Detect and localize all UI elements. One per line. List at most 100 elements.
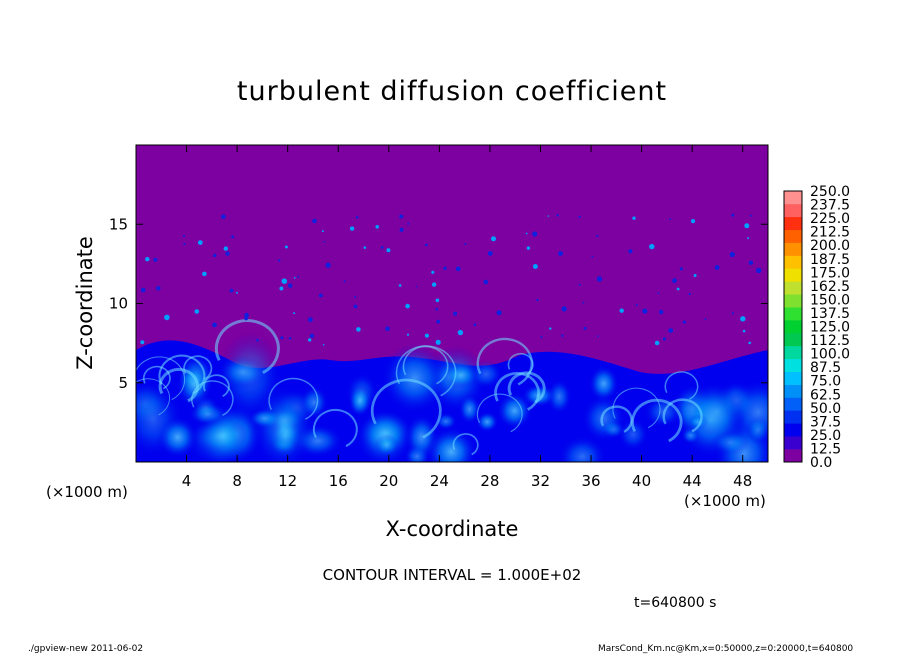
speckle (473, 323, 477, 327)
colorbar-swatch (784, 294, 802, 308)
speckle (596, 276, 603, 282)
x-tick-label: 4 (182, 472, 192, 490)
speckle (380, 246, 384, 249)
colorbar-label: 50.0 (810, 401, 841, 417)
speckle (194, 309, 200, 314)
speckle (649, 243, 655, 250)
speckle (688, 292, 691, 296)
swirl-blob (496, 392, 533, 430)
speckle (278, 259, 281, 262)
speckle (356, 327, 361, 332)
speckle (464, 243, 467, 246)
speckle (435, 308, 439, 311)
speckle (431, 282, 437, 287)
swirl-blob (252, 385, 315, 462)
colorbar-label: 125.0 (810, 320, 850, 336)
colorbar-swatch (784, 410, 802, 424)
footer-right: MarsCond_Km.nc@Km,x=0:50000,z=0:20000,t=… (598, 644, 854, 654)
speckle (321, 230, 324, 233)
y-tick-label: 5 (118, 374, 128, 392)
speckle (349, 226, 355, 231)
speckle (431, 270, 435, 274)
swirl-stroke (452, 433, 479, 456)
speckle (532, 264, 538, 269)
speckle (229, 288, 234, 293)
speckle (309, 333, 314, 338)
colorbar-swatch (784, 345, 802, 360)
speckle (375, 225, 380, 229)
speckle (525, 232, 528, 235)
swirl-blob (425, 427, 477, 462)
speckle (256, 338, 259, 342)
speckle (443, 266, 447, 270)
colorbar-swatch (784, 449, 802, 463)
colorbar-swatch (784, 332, 802, 347)
colorbar-label: 162.5 (810, 279, 850, 295)
colorbar-label: 37.5 (810, 414, 841, 430)
speckle (140, 287, 146, 293)
speckle (547, 215, 550, 217)
swirl-blob (588, 365, 619, 402)
swirl-blob (546, 379, 572, 415)
speckle (662, 337, 667, 341)
speckle (744, 223, 750, 229)
speckle (284, 245, 288, 249)
x-tick-label: 48 (733, 472, 752, 490)
speckle (312, 218, 317, 224)
speckle (526, 246, 531, 250)
speckle (325, 262, 331, 268)
colorbar-swatch (784, 384, 802, 398)
swirl-blob (200, 403, 247, 462)
speckle (578, 283, 581, 286)
speckle (582, 301, 585, 304)
colorbar-swatch (784, 320, 802, 334)
contour-interval-note: CONTOUR INTERVAL = 1.000E+02 (322, 566, 582, 584)
colorbar-swatch (784, 423, 802, 437)
speckle (496, 310, 502, 316)
speckle (561, 334, 564, 337)
colorbar-label: 25.0 (810, 428, 841, 444)
y-tick-label: 15 (109, 215, 128, 233)
speckle (457, 329, 464, 336)
speckle (355, 216, 359, 219)
swirl-blob (348, 384, 373, 417)
speckle (731, 312, 734, 315)
colorbar-label: 137.5 (810, 306, 850, 322)
colorbar-label: 75.0 (810, 374, 841, 390)
colorbar-swatch (784, 371, 802, 385)
speckle (596, 234, 599, 237)
speckle (690, 219, 696, 224)
speckle (308, 338, 312, 342)
speckle (536, 298, 539, 302)
speckle (749, 214, 752, 217)
colorbar-label: 237.5 (810, 198, 850, 214)
x-axis-title: X-coordinate (386, 517, 519, 541)
speckle (406, 333, 410, 336)
speckle (747, 237, 750, 240)
x-tick-label: 44 (683, 472, 702, 490)
colorbar-swatch (784, 191, 802, 205)
speckle (748, 341, 751, 345)
footer-left: ./gpview-new 2011-06-02 (28, 644, 144, 654)
colorbar-label: 200.0 (810, 238, 850, 254)
swirl-stroke (214, 319, 280, 375)
x-tick-label: 24 (430, 472, 449, 490)
swirl-stroke (612, 387, 661, 429)
speckle (415, 285, 418, 288)
speckle (343, 280, 346, 283)
speckle (293, 276, 296, 279)
swirl-blob (476, 411, 499, 433)
x-tick-label: 40 (632, 472, 651, 490)
colorbar-label: 225.0 (810, 211, 850, 227)
speckle (561, 306, 567, 312)
colorbar-swatch (784, 436, 802, 450)
speckle (628, 249, 633, 254)
colorbar-swatch (784, 216, 802, 231)
x-unit-label-right: (×1000 m) (684, 492, 766, 510)
speckle (202, 271, 207, 277)
speckle (436, 319, 441, 324)
x-tick-label: 12 (278, 472, 297, 490)
speckle (288, 283, 293, 288)
speckle (288, 337, 292, 340)
